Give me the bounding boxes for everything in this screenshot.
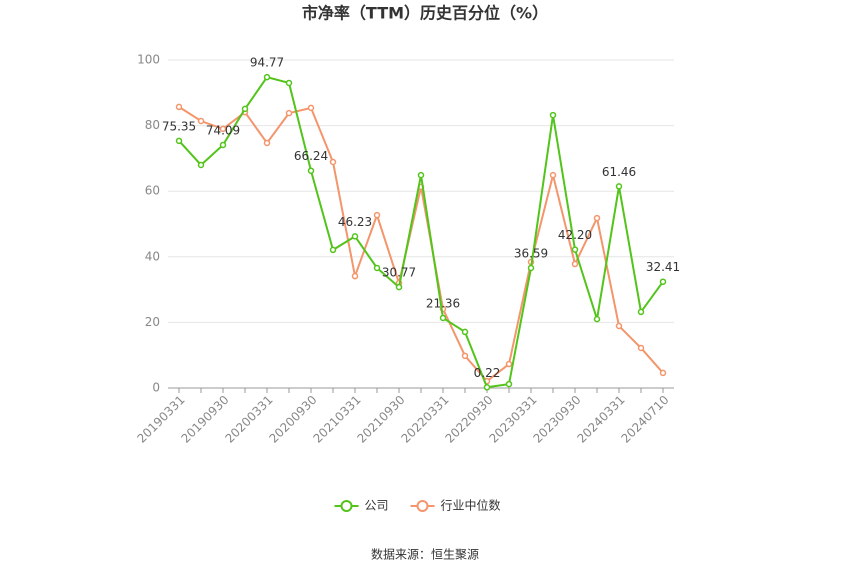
data-point — [373, 211, 381, 219]
data-point — [571, 260, 579, 268]
data-point — [197, 161, 205, 169]
data-point — [615, 322, 623, 330]
data-point — [197, 117, 205, 125]
data-point — [527, 264, 535, 272]
data-point — [263, 73, 271, 81]
data-point — [329, 246, 337, 254]
x-tick-label: 20240710 — [619, 393, 672, 446]
data-label: 21.36 — [426, 296, 460, 310]
legend-label: 公司 — [365, 499, 389, 513]
y-tick-label: 0 — [152, 381, 160, 395]
data-label: 46.23 — [338, 215, 372, 229]
y-tick-label: 60 — [145, 184, 160, 198]
series-line — [178, 106, 664, 383]
data-point — [659, 278, 667, 285]
data-point — [351, 272, 359, 280]
data-point — [307, 167, 315, 174]
data-point — [593, 315, 601, 323]
data-label: 32.41 — [646, 260, 680, 274]
data-point — [505, 360, 513, 368]
data-point — [439, 314, 447, 322]
data-point — [505, 380, 513, 388]
y-tick-label: 80 — [145, 118, 160, 132]
data-point — [395, 283, 403, 291]
data-point — [637, 344, 645, 352]
data-point — [483, 384, 491, 391]
data-label: 75.35 — [162, 119, 196, 133]
legend-marker — [340, 500, 353, 512]
data-point — [285, 109, 293, 117]
legend-marker — [416, 500, 429, 512]
data-point — [307, 104, 315, 112]
data-point — [615, 183, 623, 190]
data-point — [351, 233, 359, 240]
data-point — [659, 369, 667, 377]
data-point — [549, 171, 557, 179]
y-tick-label: 100 — [137, 53, 160, 67]
legend-label: 行业中位数 — [441, 498, 501, 513]
data-point — [285, 79, 293, 87]
data-point — [593, 214, 601, 222]
data-label: 66.24 — [294, 149, 328, 163]
data-point — [219, 125, 227, 133]
data-point — [549, 111, 557, 119]
data-point — [461, 328, 469, 336]
data-point — [329, 158, 337, 166]
y-tick-label: 20 — [145, 315, 160, 329]
data-label: 74.09 — [206, 123, 240, 137]
data-point — [417, 171, 425, 179]
data-point — [461, 352, 469, 360]
data-label: 36.59 — [514, 246, 548, 260]
data-point — [175, 137, 183, 145]
source-note: 数据来源：恒生聚源 — [371, 547, 479, 562]
y-tick-label: 40 — [145, 249, 160, 263]
data-label: 42.20 — [558, 228, 592, 242]
data-point — [373, 264, 381, 272]
data-label: 94.77 — [250, 56, 284, 70]
data-point — [241, 105, 249, 113]
data-point — [219, 141, 227, 149]
data-label: 0.22 — [474, 366, 501, 380]
data-point — [571, 246, 579, 253]
chart-title: 市净率（TTM）历史百分位（%） — [302, 4, 548, 23]
data-point — [637, 308, 645, 316]
data-label: 61.46 — [602, 165, 636, 179]
data-point — [263, 139, 271, 147]
data-point — [175, 103, 183, 111]
data-label: 30.77 — [382, 266, 416, 280]
